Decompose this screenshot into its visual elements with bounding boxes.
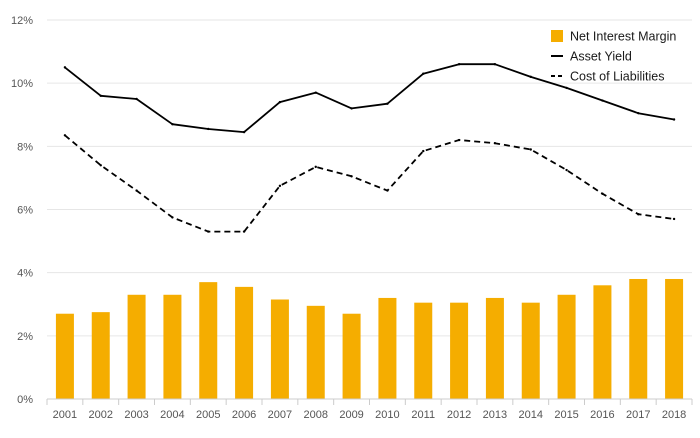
bar-net-interest-margin-2012: [450, 302, 469, 399]
bar-series: [55, 278, 684, 399]
point-cost-of-liabilities-2013: [493, 141, 497, 145]
x-tick-label: 2017: [626, 409, 650, 421]
x-tick-label: 2009: [339, 409, 363, 421]
bar-net-interest-margin-2013: [485, 297, 504, 399]
bar-net-interest-margin-2017: [629, 278, 648, 399]
y-tick-label: 10%: [11, 78, 33, 90]
point-asset-yield-2017: [637, 111, 640, 115]
point-asset-yield-2006: [242, 130, 246, 134]
legend-label-asset-yield: Asset Yield: [570, 50, 632, 64]
line-cost-of-liabilities: [64, 134, 675, 233]
legend-label-cost-of-liabilities: Cost of Liabilities: [570, 70, 665, 84]
y-tick-label: 12%: [11, 15, 33, 27]
bar-net-interest-margin-2001: [55, 313, 74, 399]
point-asset-yield-2008: [314, 91, 317, 94]
bar-net-interest-margin-2014: [521, 302, 540, 399]
point-asset-yield-2015: [565, 86, 568, 90]
bar-net-interest-margin-2018: [665, 278, 684, 399]
bar-net-interest-margin-2003: [127, 294, 146, 399]
point-asset-yield-2005: [207, 127, 210, 131]
x-tick-label: 2016: [590, 409, 614, 421]
point-asset-yield-2009: [350, 107, 353, 110]
point-cost-of-liabilities-2002: [99, 164, 102, 167]
y-tick-label: 2%: [17, 331, 33, 343]
y-tick-label: 6%: [17, 205, 33, 217]
axes: 0% 2% 4% 6% 8% 10% 12% 2001 2002 2003 2004 2005 2006…: [11, 15, 693, 421]
y-tick-label: 0%: [17, 394, 33, 406]
gridlines: [47, 19, 692, 337]
x-tick-label: 2006: [232, 409, 256, 421]
x-tick-label: 2012: [447, 409, 471, 421]
x-tick-label: 2005: [196, 409, 220, 421]
bar-net-interest-margin-2015: [557, 294, 576, 399]
bar-net-interest-margin-2011: [414, 302, 433, 399]
point-cost-of-liabilities-2001: [63, 134, 67, 137]
point-cost-of-liabilities-2004: [171, 216, 174, 219]
point-cost-of-liabilities-2007: [278, 184, 282, 188]
legend-label-net-interest-margin: Net Interest Margin: [570, 30, 676, 44]
bar-net-interest-margin-2005: [199, 282, 218, 399]
bar-net-interest-margin-2010: [378, 297, 397, 399]
point-asset-yield-2003: [135, 97, 138, 101]
legend-swatch-net-interest-margin: [551, 30, 563, 42]
point-asset-yield-2014: [529, 75, 532, 79]
point-cost-of-liabilities-2016: [601, 192, 604, 195]
x-tick-label: 2007: [268, 409, 292, 421]
x-tick-label: 2010: [375, 409, 399, 421]
bar-net-interest-margin-2006: [235, 286, 254, 399]
y-tick-label: 8%: [17, 141, 33, 153]
x-tick-label: 2008: [304, 409, 328, 421]
point-cost-of-liabilities-2017: [637, 213, 640, 216]
x-tick-label: 2018: [662, 409, 686, 421]
bar-net-interest-margin-2004: [163, 294, 182, 399]
line-series: [63, 63, 676, 233]
x-tick-label: 2004: [160, 409, 184, 421]
point-cost-of-liabilities-2008: [314, 165, 317, 169]
point-asset-yield-2016: [601, 99, 604, 102]
line-asset-yield: [64, 63, 675, 134]
point-asset-yield-2001: [63, 66, 67, 69]
point-asset-yield-2011: [422, 72, 425, 75]
x-tick-label: 2011: [411, 409, 435, 421]
point-cost-of-liabilities-2012: [457, 138, 461, 142]
x-tick-label: 2001: [53, 409, 77, 421]
point-cost-of-liabilities-2003: [135, 189, 138, 192]
point-asset-yield-2010: [386, 102, 389, 105]
x-tick-label: 2015: [554, 409, 578, 421]
point-cost-of-liabilities-2015: [565, 168, 568, 172]
bar-net-interest-margin-2008: [306, 305, 325, 399]
point-cost-of-liabilities-2018: [672, 217, 676, 221]
point-cost-of-liabilities-2009: [350, 175, 353, 178]
bar-net-interest-margin-2002: [91, 312, 110, 399]
point-cost-of-liabilities-2014: [529, 148, 532, 151]
bar-net-interest-margin-2007: [270, 299, 289, 399]
bar-net-interest-margin-2016: [593, 285, 612, 399]
point-asset-yield-2012: [457, 63, 461, 66]
x-tick-label: 2013: [483, 409, 507, 421]
point-cost-of-liabilities-2010: [386, 189, 389, 192]
point-cost-of-liabilities-2006: [242, 230, 246, 233]
point-cost-of-liabilities-2011: [422, 149, 425, 153]
x-tick-label: 2003: [124, 409, 148, 421]
bar-net-interest-margin-2009: [342, 313, 361, 399]
point-asset-yield-2002: [99, 94, 102, 98]
x-tick-label: 2014: [519, 409, 543, 421]
point-asset-yield-2018: [672, 118, 676, 121]
legend: Net Interest Margin Asset Yield Cost of Li…: [551, 30, 676, 84]
y-tick-label: 4%: [17, 268, 33, 280]
point-asset-yield-2013: [493, 63, 497, 66]
point-asset-yield-2004: [171, 123, 174, 126]
x-tick-label: 2002: [89, 409, 113, 421]
point-asset-yield-2007: [278, 100, 282, 104]
point-cost-of-liabilities-2005: [207, 230, 210, 233]
